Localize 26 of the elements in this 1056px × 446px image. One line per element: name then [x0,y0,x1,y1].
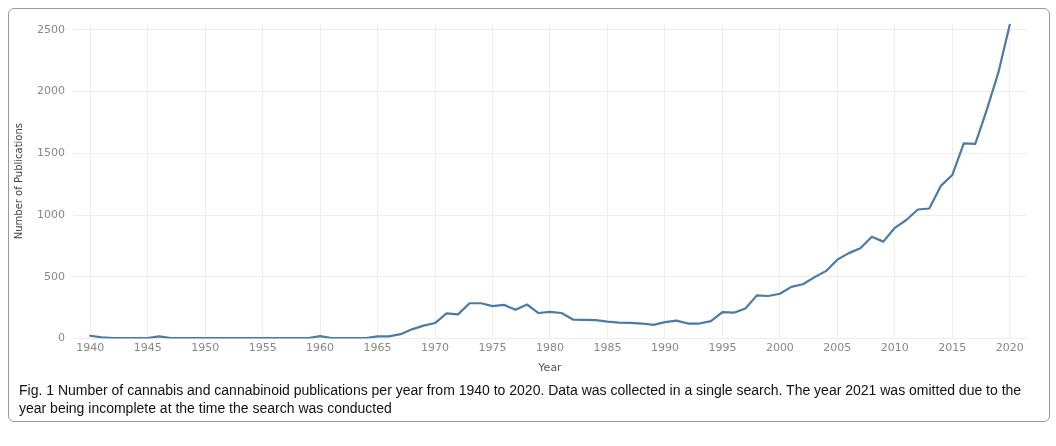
x-tick-label: 1955 [248,341,277,355]
x-tick-label: 2005 [823,341,852,355]
x-tick-label: 1975 [478,341,507,355]
x-tick-label: 1950 [191,341,220,355]
x-tick-label: 2010 [880,341,909,355]
x-tick-label: 2000 [765,341,794,355]
x-axis-title: Year [537,361,563,375]
x-tick-label: 1940 [76,341,105,355]
y-tick-label: 500 [43,269,65,283]
y-tick-label: 1500 [36,146,65,160]
x-tick-label: 1960 [306,341,335,355]
x-tick-label: 1985 [593,341,622,355]
y-tick-label: 2000 [36,84,65,98]
x-tick-label: 1980 [536,341,564,355]
x-tick-label: 2015 [938,341,967,355]
x-tick-label: 1970 [421,341,450,355]
x-tick-label: 1965 [363,341,392,355]
x-tick-label: 2020 [995,341,1024,355]
caption: Fig. 1 Number of cannabis and cannabinoid publications per year from 1940 to 2020. Data was collected in a single search. The year 2021 was omitted due to the year being incomplete at the time the search was conducted [18,381,1023,418]
y-tick-label: 1000 [36,207,65,221]
y-tick-label: 2500 [36,22,65,36]
y-tick-label: 0 [57,331,65,345]
x-tick-label: 1945 [133,341,162,355]
x-tick-label: 1995 [708,341,737,355]
x-tick-label: 1990 [650,341,679,355]
y-axis-title: Number of Publications [12,122,24,240]
